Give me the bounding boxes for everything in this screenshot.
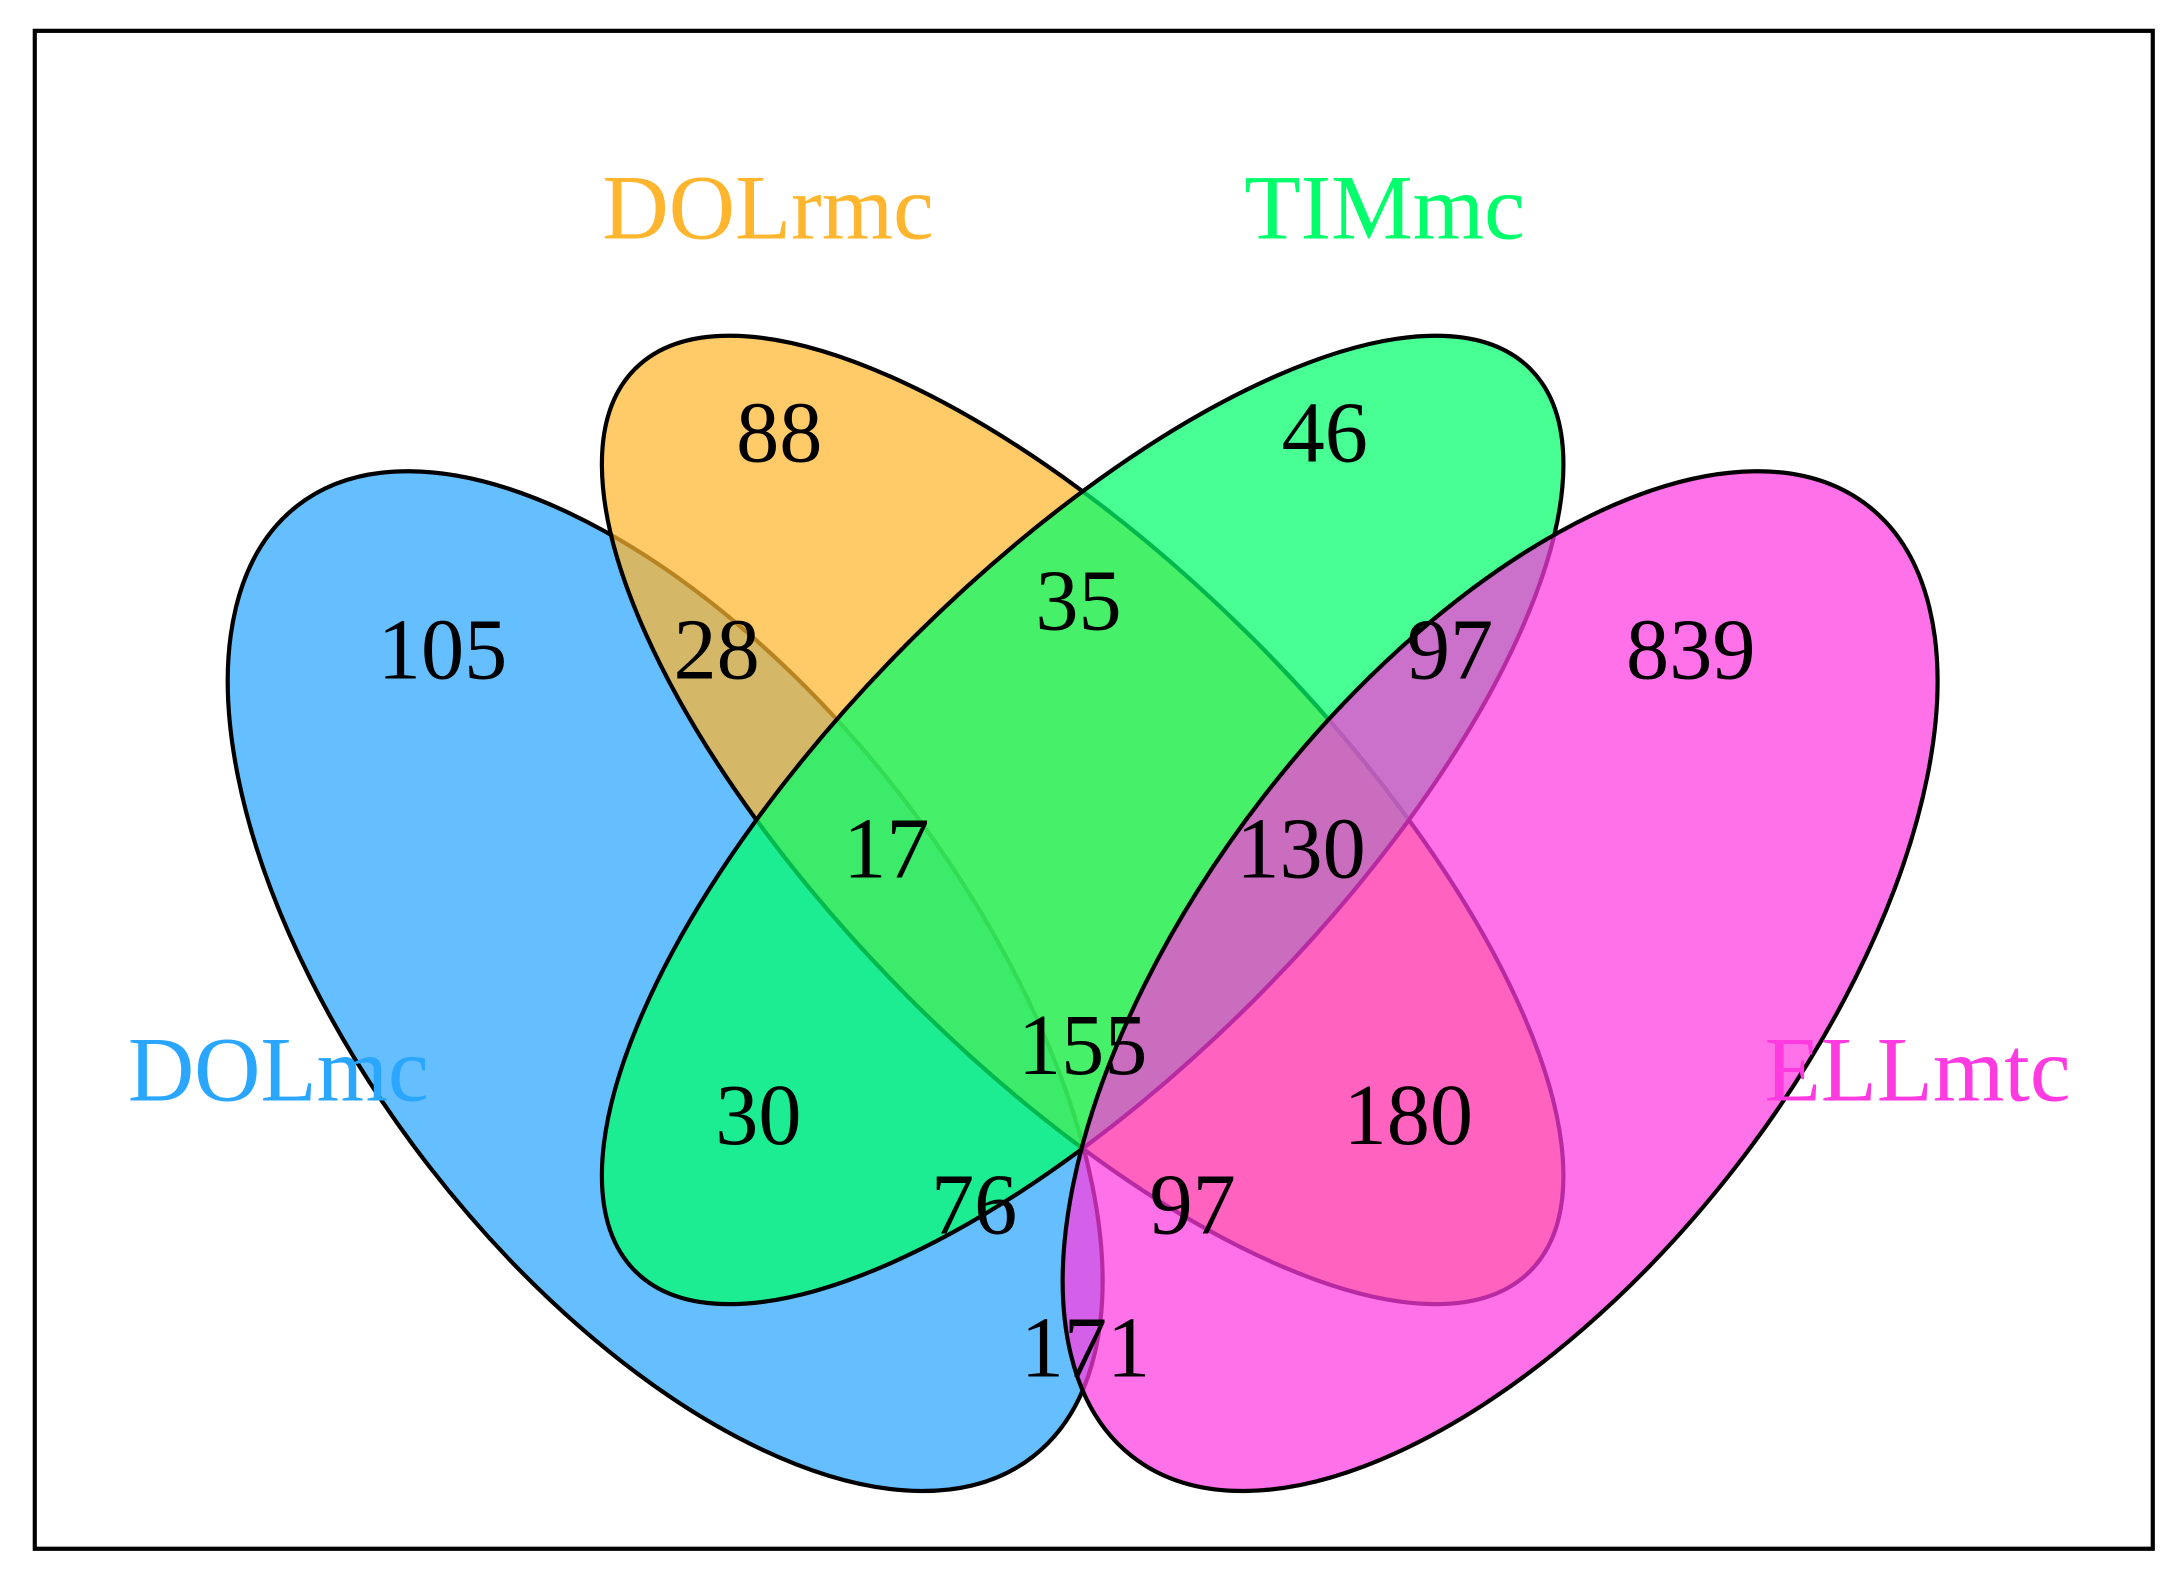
region-count: 88 [736, 384, 822, 480]
region-count: 105 [378, 601, 507, 697]
labels: DOLmc DOLrmc TIMmc ELLmtc 105 88 46 839 28 35 97 17… [128, 156, 2071, 1396]
set-label: DOLrmc [602, 156, 933, 258]
region-count: 130 [1236, 800, 1365, 896]
region-count: 171 [1021, 1299, 1150, 1395]
set-label: DOLmc [128, 1018, 429, 1120]
region-count: 180 [1344, 1067, 1473, 1163]
region-count: 155 [1018, 997, 1147, 1093]
region-count: 97 [1149, 1156, 1235, 1252]
set-label: ELLmtc [1765, 1018, 2071, 1120]
region-count: 46 [1282, 384, 1368, 480]
set-shapes [225, 333, 1940, 1494]
region-count: 17 [843, 800, 929, 896]
region-count: 30 [715, 1067, 801, 1163]
region-count: 35 [1035, 552, 1121, 648]
region-count: 97 [1407, 601, 1493, 697]
region-count: 839 [1626, 601, 1755, 697]
set-ellipse [1060, 469, 1940, 1494]
set-label: TIMmc [1244, 156, 1525, 258]
region-count: 28 [674, 601, 760, 697]
region-count: 76 [931, 1156, 1017, 1252]
